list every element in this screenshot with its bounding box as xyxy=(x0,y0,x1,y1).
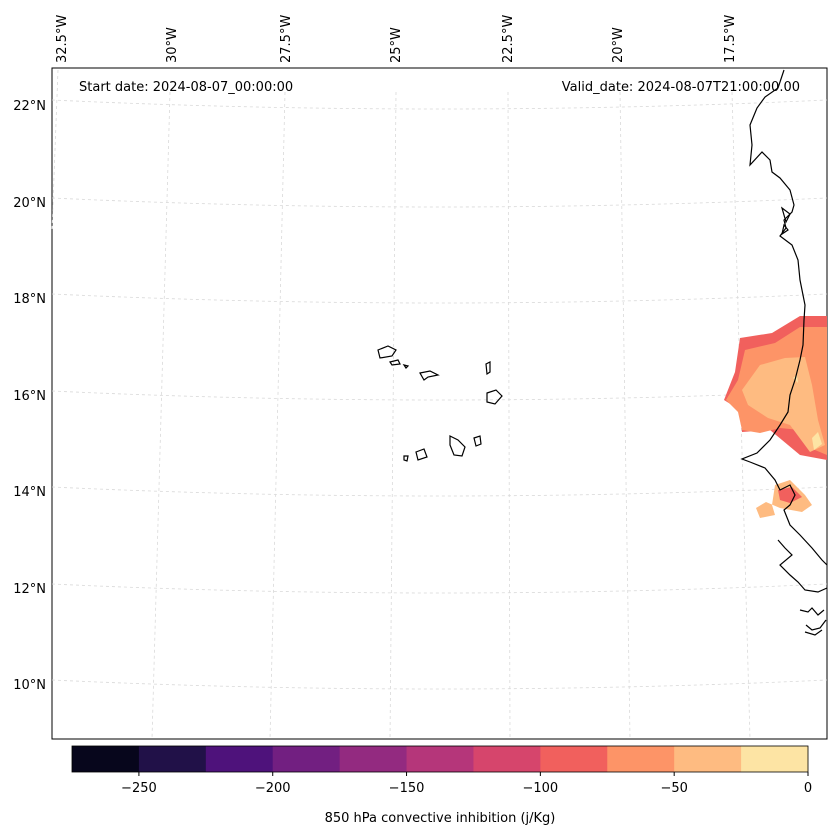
cin-band-neg50-neg25 xyxy=(742,357,825,452)
coastline-banc-arguin xyxy=(780,206,791,236)
island-maio xyxy=(473,435,482,447)
colorbar-swatch xyxy=(473,746,541,772)
coastline-west-africa xyxy=(740,69,828,566)
gridlines xyxy=(51,69,828,740)
colorbar-tick-label: −50 xyxy=(660,781,687,796)
island-sao-vicente xyxy=(389,359,401,366)
lat-tick-label: 12°N xyxy=(13,582,46,597)
lat-tick-label: 16°N xyxy=(13,389,46,404)
start-date-annotation: Start date: 2024-08-07_00:00:00 xyxy=(79,80,293,95)
lon-tick-label: 27.5°W xyxy=(279,15,294,63)
coastlines xyxy=(740,69,828,636)
colorbar-label: 850 hPa convective inhibition (j/Kg) xyxy=(325,811,556,826)
colorbar-swatch xyxy=(741,746,809,772)
colorbar-swatch xyxy=(540,746,608,772)
island-santiago xyxy=(449,435,466,457)
colorbar-swatch xyxy=(339,746,408,772)
island-santa-luzia xyxy=(402,364,410,369)
lat-tick-label: 18°N xyxy=(13,292,46,307)
colorbar-tick-label: −250 xyxy=(121,781,157,796)
cape-verde-islands xyxy=(377,345,503,462)
island-sal xyxy=(485,361,491,376)
lat-tick-labels: 22°N 20°N 18°N 16°N 14°N 12°N 10°N xyxy=(13,99,46,693)
island-santo-antao xyxy=(377,345,397,359)
lat-tick-label: 20°N xyxy=(13,196,46,211)
cin-band-neg25-0 xyxy=(793,375,822,450)
cin-patch-south-inner xyxy=(778,487,802,503)
island-sao-nicolau xyxy=(419,370,440,381)
colorbar-swatch xyxy=(406,746,474,772)
colorbar-ticks: −250 −200 −150 −100 −50 0 xyxy=(121,772,812,796)
colorbar-tick-label: −150 xyxy=(389,781,425,796)
gridline-lat-20 xyxy=(51,197,828,208)
lat-tick-label: 14°N xyxy=(13,485,46,500)
colorbar: −250 −200 −150 −100 −50 0 850 hPa convective … xyxy=(71,745,812,826)
island-boa-vista xyxy=(486,389,503,405)
colorbar-swatch xyxy=(607,746,675,772)
colorbar-swatch xyxy=(272,746,341,772)
lon-tick-labels: 32.5°W 30°W 27.5°W 25°W 22.5°W 20°W 17.5… xyxy=(55,15,738,63)
gridline-lat-18 xyxy=(51,293,828,304)
lon-tick-label: 25°W xyxy=(389,27,404,63)
coastline-lower-africa xyxy=(777,539,828,593)
colorbar-tick-label: −200 xyxy=(255,781,291,796)
lon-tick-label: 32.5°W xyxy=(55,15,70,63)
map-frame xyxy=(51,67,828,740)
colorbar-tick-label: 0 xyxy=(804,781,812,796)
coastline-guinea-bissau xyxy=(799,607,827,636)
gridline-lon-32-5 xyxy=(51,69,59,231)
gridline-lat-10 xyxy=(51,679,828,690)
gridline-lat-16 xyxy=(51,390,828,401)
colorbar-swatch xyxy=(674,746,742,772)
colorbar-tick-label: −100 xyxy=(523,781,559,796)
island-fogo xyxy=(415,448,428,461)
lon-tick-label: 30°W xyxy=(165,27,180,63)
valid-date-annotation: Valid_date: 2024-08-07T21:00:00.00 xyxy=(562,80,800,95)
lat-tick-label: 22°N xyxy=(13,99,46,114)
lon-tick-label: 22.5°W xyxy=(501,15,516,63)
gridline-lat-22 xyxy=(51,99,828,110)
island-brava xyxy=(403,455,409,462)
colorbar-swatches xyxy=(72,746,809,772)
gridline-lat-12 xyxy=(51,583,828,594)
lon-tick-label: 17.5°W xyxy=(723,15,738,63)
lon-tick-label: 20°W xyxy=(611,27,626,63)
colorbar-outline xyxy=(71,745,809,773)
colorbar-swatch xyxy=(205,746,274,772)
colorbar-swatch xyxy=(72,746,140,772)
colorbar-swatch xyxy=(138,746,207,772)
gridline-lat-14 xyxy=(51,486,828,497)
lat-tick-label: 10°N xyxy=(13,678,46,693)
